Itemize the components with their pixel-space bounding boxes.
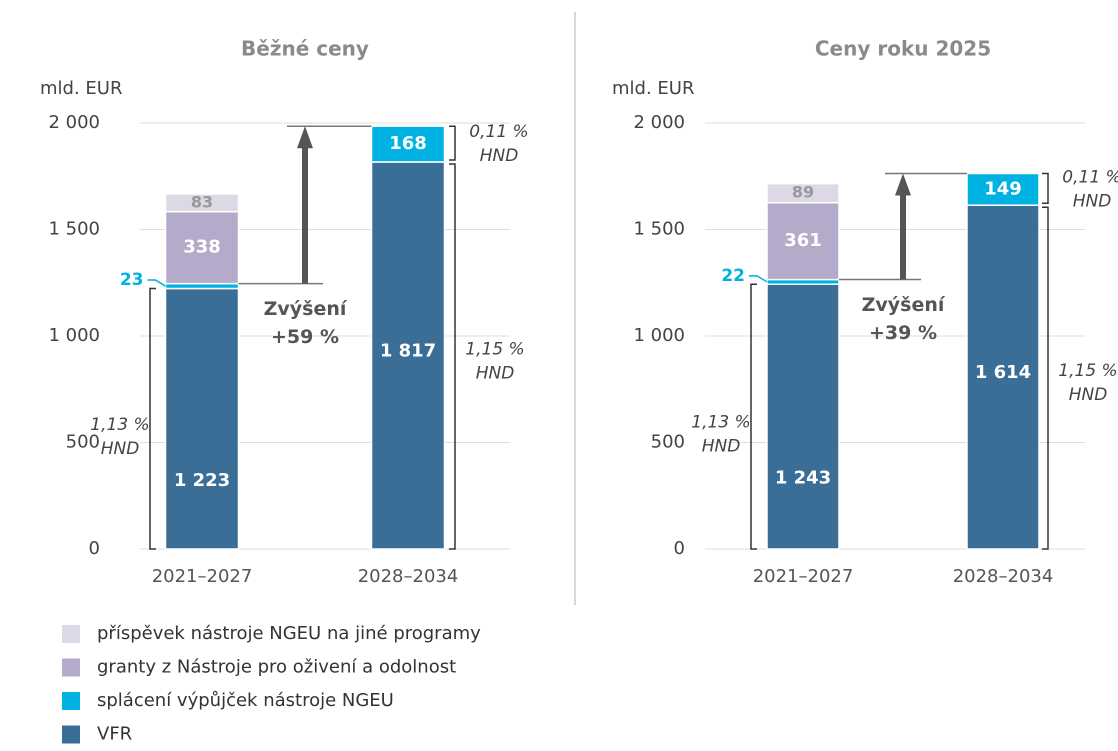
value-label: 338: [183, 237, 221, 258]
y-tick-label: 1 000: [48, 325, 100, 346]
legend-label: příspěvek nástroje NGEU na jiné programy: [97, 623, 481, 644]
value-label: 168: [389, 133, 427, 154]
chart-title: Běžné ceny: [241, 37, 369, 61]
y-tick-label: 1 000: [633, 325, 685, 346]
bracket-label: 0,11 %: [1062, 167, 1118, 187]
bar-segment: [164, 287, 240, 550]
legend-swatch: [62, 658, 80, 677]
bracket-label: HND: [480, 146, 519, 166]
increase-label: Zvýšení: [862, 294, 946, 316]
bracket-label: 1,15 %: [1058, 361, 1117, 381]
x-tick-label: 2021–2027: [152, 566, 253, 587]
x-tick-label: 2028–2034: [358, 566, 459, 587]
bar-segment: [370, 161, 446, 550]
y-tick-label: 1 500: [48, 219, 100, 240]
legend-label: VFR: [97, 724, 132, 745]
bar-segment: [966, 172, 1040, 206]
value-label: 22: [721, 266, 745, 286]
arrow-head: [297, 126, 313, 149]
leader-line: [749, 275, 768, 283]
bar-segment: [370, 125, 446, 163]
legend-label: granty z Nástroje pro oživení a odolnost: [97, 657, 456, 678]
value-label: 83: [191, 192, 213, 211]
bar-segment: [766, 283, 840, 550]
chart-title: Ceny roku 2025: [815, 37, 991, 61]
x-tick-label: 2021–2027: [753, 566, 854, 587]
y-axis-label: mld. EUR: [612, 78, 694, 99]
leader-line: [147, 279, 166, 287]
legend-swatch: [62, 625, 80, 643]
value-label: 23: [120, 270, 144, 290]
bracket-label: 1,13 %: [691, 413, 750, 433]
value-label: 1 817: [380, 340, 436, 361]
bracket: [1042, 206, 1049, 550]
bar-segment: [966, 204, 1040, 550]
value-label: 1 243: [775, 468, 831, 489]
bracket: [449, 125, 456, 161]
bar-segment: [164, 193, 240, 213]
y-tick-label: 0: [674, 538, 685, 559]
y-tick-label: 0: [89, 538, 100, 559]
increase-label: +59 %: [271, 326, 339, 348]
legend-swatch: [62, 725, 80, 744]
bracket: [1042, 172, 1049, 204]
y-tick-label: 500: [66, 432, 100, 453]
value-label: 361: [784, 230, 822, 251]
value-label: 1 614: [975, 362, 1031, 383]
bracket-label: HND: [476, 363, 515, 383]
bracket-label: 1,15 %: [465, 339, 524, 359]
y-tick-label: 500: [651, 432, 685, 453]
arrow-head: [895, 173, 911, 196]
bar-segment: [766, 182, 840, 204]
bracket-label: HND: [1073, 191, 1112, 211]
bar-segment: [164, 210, 240, 285]
bracket-label: 1,13 %: [90, 415, 149, 435]
x-tick-label: 2028–2034: [953, 566, 1054, 587]
legend-label: splácení výpůjček nástroje NGEU: [97, 690, 394, 711]
y-tick-label: 2 000: [633, 112, 685, 133]
bracket-label: HND: [702, 437, 741, 457]
value-label: 89: [792, 183, 814, 202]
y-axis-label: mld. EUR: [40, 78, 122, 99]
y-tick-label: 1 500: [633, 219, 685, 240]
increase-label: Zvýšení: [264, 298, 348, 320]
legend-swatch: [62, 692, 80, 710]
value-label: 149: [984, 178, 1022, 199]
bracket-label: HND: [101, 439, 140, 459]
increase-label: +39 %: [869, 322, 937, 344]
bracket-label: HND: [1069, 385, 1108, 405]
bracket: [750, 283, 757, 550]
bracket-label: 0,11 %: [469, 122, 528, 142]
value-label: 1 223: [174, 470, 230, 491]
y-tick-label: 2 000: [48, 112, 100, 133]
bracket: [449, 163, 456, 550]
bracket: [149, 287, 156, 550]
